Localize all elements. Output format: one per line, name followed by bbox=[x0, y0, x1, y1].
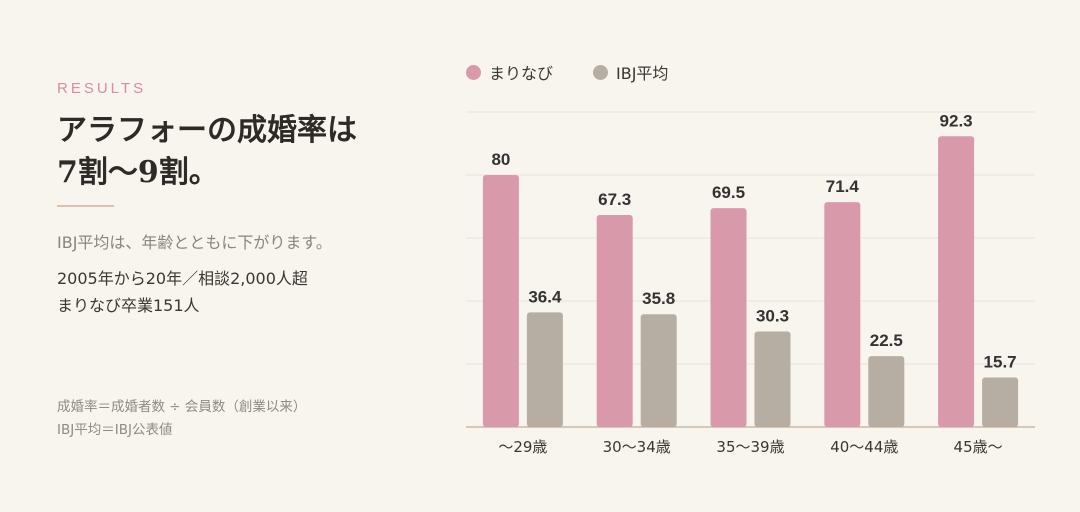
footnote-2: IBJ平均＝IBJ公表値 bbox=[57, 422, 173, 438]
data-label-ibj: 22.5 bbox=[870, 331, 903, 350]
data-label-ibj: 35.8 bbox=[642, 289, 675, 308]
page-title: アラフォーの成婚率は 7割〜9割。 bbox=[57, 113, 357, 190]
meta-info: 2005年から20年／相談2,000人超 まりなび卒業151人 bbox=[57, 265, 308, 319]
bar-ibj bbox=[868, 356, 905, 427]
chart-description: IBJ平均は、年齢とともに下がります。 bbox=[57, 233, 332, 252]
footnotes: 成婚率＝成婚者数 ÷ 会員数（創業以来） IBJ平均＝IBJ公表値 bbox=[57, 396, 306, 442]
legend-swatch-marinavi bbox=[466, 64, 481, 80]
legend-swatch-ibj bbox=[593, 64, 609, 80]
legend-label-marinavi: まりなび bbox=[489, 64, 554, 83]
bar-marinavi bbox=[596, 215, 633, 427]
data-label-marinavi: 69.5 bbox=[712, 183, 745, 202]
legend-item-marinavi: まりなび bbox=[466, 60, 553, 84]
data-label-marinavi: 67.3 bbox=[598, 190, 631, 209]
x-tick-label: 35〜39歳 bbox=[716, 438, 784, 456]
chart-legend: まりなび IBJ平均 bbox=[466, 60, 668, 84]
data-label-ibj: 36.4 bbox=[528, 287, 562, 306]
legend-item-ibj: IBJ平均 bbox=[593, 60, 668, 84]
bar-ibj bbox=[640, 314, 677, 427]
bar-ibj bbox=[526, 312, 563, 427]
meta-line-2: まりなび卒業151人 bbox=[57, 296, 200, 315]
bar-ibj bbox=[982, 377, 1019, 427]
footnote-1: 成婚率＝成婚者数 ÷ 会員数（創業以来） bbox=[57, 399, 307, 415]
bar-marinavi bbox=[824, 202, 861, 427]
data-label-ibj: 15.7 bbox=[984, 353, 1017, 372]
bar-marinavi bbox=[938, 136, 975, 427]
data-label-marinavi: 92.3 bbox=[940, 111, 973, 130]
legend-label-ibj: IBJ平均 bbox=[616, 64, 669, 83]
x-tick-label: 30〜34歳 bbox=[603, 438, 671, 456]
section-eyebrow: RESULTS bbox=[57, 80, 147, 97]
x-tick-label: 〜29歳 bbox=[498, 438, 547, 456]
meta-line-1: 2005年から20年／相談2,000人超 bbox=[57, 269, 308, 288]
data-label-marinavi: 80 bbox=[491, 150, 510, 169]
bar-marinavi bbox=[710, 208, 747, 427]
x-tick-label: 45歳〜 bbox=[954, 438, 1003, 456]
x-tick-label: 40〜44歳 bbox=[830, 438, 898, 456]
data-label-marinavi: 71.4 bbox=[826, 177, 860, 196]
bar-marinavi bbox=[482, 175, 519, 427]
bar-ibj bbox=[754, 331, 791, 427]
data-label-ibj: 30.3 bbox=[756, 307, 789, 326]
title-divider bbox=[57, 205, 114, 207]
